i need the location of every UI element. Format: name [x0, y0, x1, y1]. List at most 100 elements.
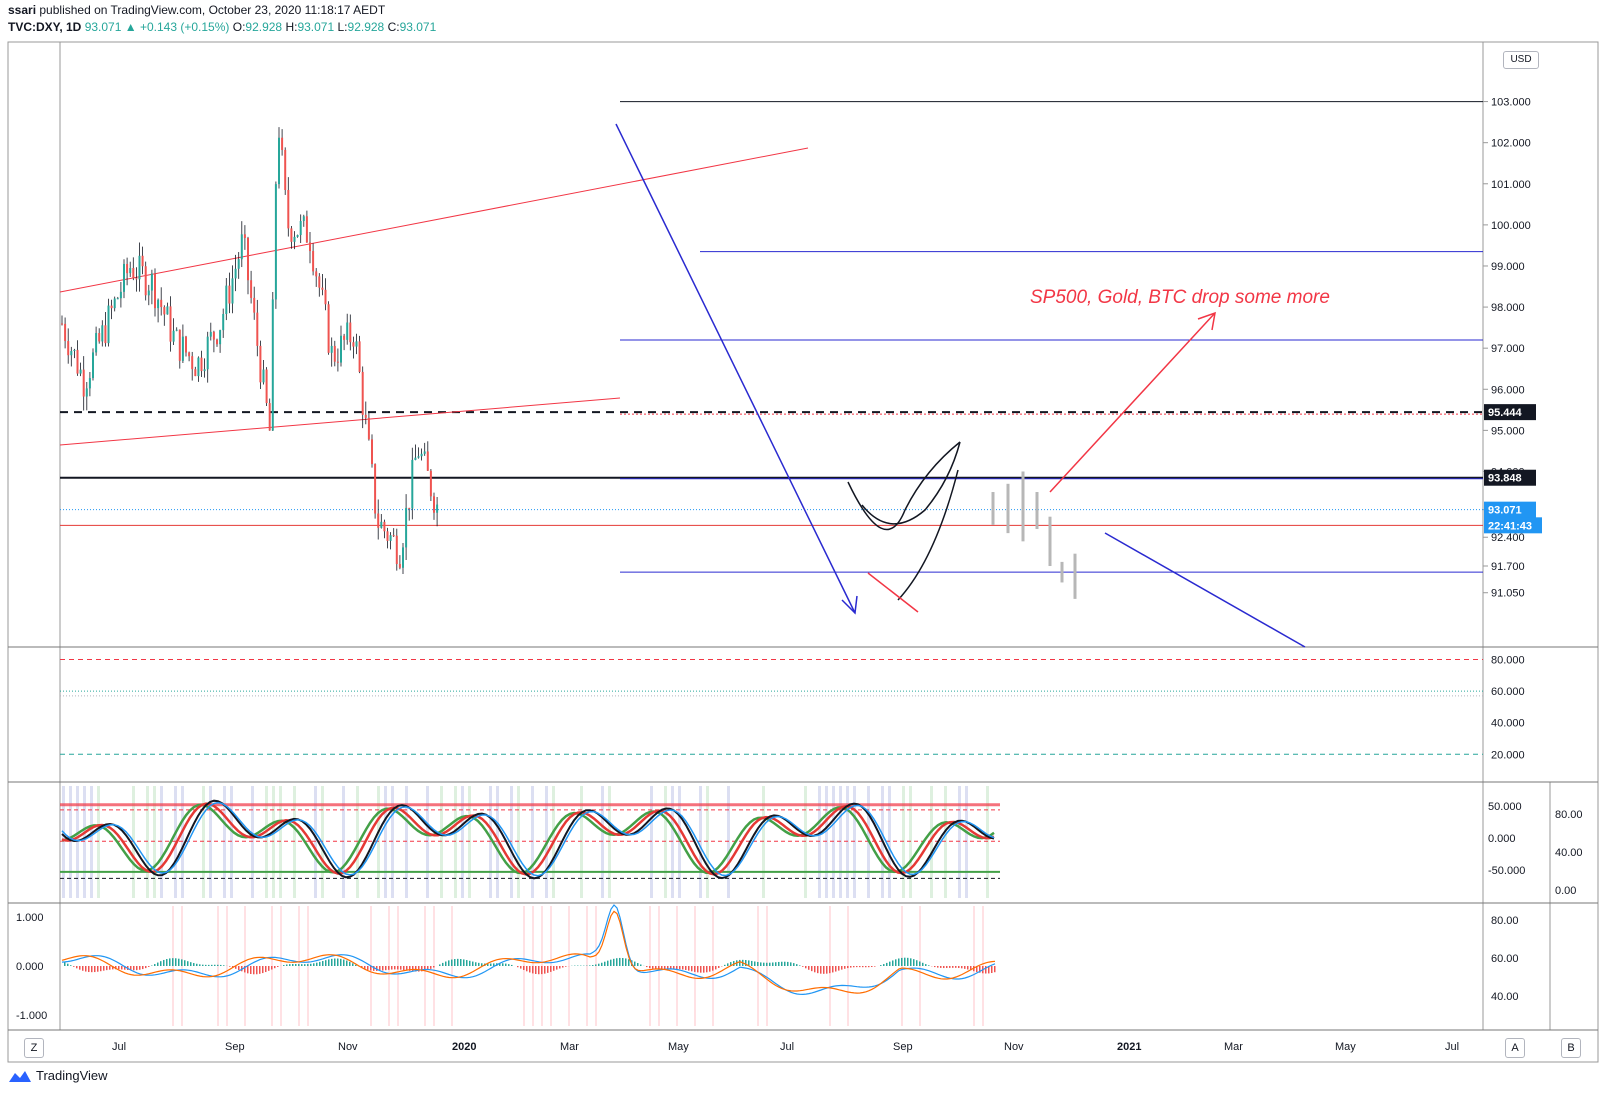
cup-middle-curve [861, 441, 961, 525]
publisher-name[interactable]: ssari [8, 3, 37, 17]
projected-bar [991, 492, 995, 525]
macd-hist-bar [649, 966, 651, 969]
macd-hist-bar [292, 963, 294, 966]
macd-hist-bar [145, 966, 147, 969]
currency-button[interactable]: USD [1503, 51, 1539, 69]
stoch-bg-stripe [608, 786, 611, 898]
time-axis[interactable]: Jul Sep Nov 2020 Mar May Jul Sep Nov 2021 Mar May Ju… [112, 1041, 1459, 1053]
macd-hist-bar [193, 963, 195, 966]
macd-hist-bar [901, 957, 903, 966]
candle-body [284, 149, 287, 190]
annotation-text[interactable]: SP500, Gold, BTC drop some more [1030, 287, 1330, 308]
symbol-label[interactable]: TVC:DXY, 1D [8, 20, 82, 34]
macd-hist-bar [190, 962, 192, 966]
macd-hist-bar [691, 966, 693, 972]
candle-body [178, 329, 181, 361]
price-tick-label: 95.000 [1491, 425, 1525, 437]
macd-hist-bar [622, 958, 624, 966]
macd-hist-bar [217, 964, 219, 966]
macd-hist-bar [376, 966, 378, 971]
macd-hist-bar [229, 966, 231, 967]
macd-hist-bar [967, 966, 969, 970]
price-pane[interactable]: SP500, Gold, BTC drop some more 91.050 91… [59, 97, 1542, 648]
macd-hist-bar [706, 966, 708, 973]
time-tick-label: Nov [1004, 1041, 1024, 1053]
time-tick-label: Mar [1224, 1041, 1243, 1053]
rsi-tick-label: 40.000 [1491, 718, 1525, 730]
macd-hist-bar [487, 963, 489, 966]
macd-hist-bar [394, 966, 396, 970]
macd-hist-bar [796, 964, 798, 966]
price-tick-label: 99.000 [1491, 261, 1525, 273]
macd-hist-bar [439, 964, 441, 966]
macd-hist-bar [748, 960, 750, 966]
macd-hist-bar [757, 961, 759, 966]
candle-body [225, 285, 228, 315]
macd-hist-bar [688, 966, 690, 971]
macd-pane[interactable]: 1.000 0.000 -1.000 80.00 60.00 40.00 [16, 904, 1519, 1026]
macd-hist-bar [898, 958, 900, 966]
macd-hist-bar [862, 966, 864, 968]
macd-hist-bar [385, 966, 387, 971]
macd-hist-bar [373, 966, 375, 971]
macd-hist-bar [121, 966, 123, 970]
macd-hist-bar [532, 966, 534, 974]
macd-hist-bar [541, 966, 543, 975]
candle-body [265, 369, 268, 404]
macd-tick-left: -1.000 [16, 1010, 47, 1022]
candle-body [290, 228, 293, 242]
scale-b-button[interactable]: B [1561, 1038, 1581, 1058]
candle-body [185, 336, 187, 353]
projection-line-blue [1104, 532, 1306, 648]
stochastic-pane[interactable]: 50.000 0.000 -50.000 80.00 40.00 0.00 [60, 786, 1583, 898]
candle-body [138, 255, 141, 280]
candle-body [79, 369, 82, 374]
macd-hist-bar [379, 966, 381, 971]
candle-body [228, 285, 231, 304]
macd-tick-right: 40.00 [1491, 991, 1519, 1003]
close-value: 93.071 [399, 20, 437, 34]
macd-hist-bar [565, 966, 567, 967]
projected-bar [1006, 483, 1010, 534]
macd-hist-bar [370, 966, 372, 971]
candle-body [315, 271, 318, 277]
scale-a-button[interactable]: A [1505, 1038, 1525, 1058]
stoch-bg-stripe [678, 786, 681, 898]
macd-hist-bar [457, 958, 459, 966]
macd-hist-bar [184, 960, 186, 966]
macd-hist-bar [325, 960, 327, 966]
macd-hist-bar [328, 959, 330, 966]
candle-body [154, 273, 156, 309]
macd-hist-bar [322, 961, 324, 966]
footer-brand[interactable]: TradingView [8, 1068, 108, 1083]
macd-hist-bar [739, 959, 741, 966]
macd-hist-bar [169, 958, 171, 966]
macd-hist-bar [460, 959, 462, 966]
macd-hist-bar [652, 966, 654, 969]
rsi-pane[interactable]: 20.000 40.000 60.000 80.000 [60, 654, 1525, 761]
scale-z-button[interactable]: Z [24, 1038, 44, 1058]
macd-hist-bar [979, 966, 981, 973]
macd-hist-bar [733, 961, 735, 966]
stoch-line-red [61, 802, 995, 876]
candle-body [408, 507, 411, 509]
candle-body [411, 459, 414, 509]
candle-body [95, 333, 98, 353]
macd-hist-bar [559, 966, 561, 969]
macd-hist-bar [634, 961, 636, 966]
macd-hist-bar [799, 965, 801, 966]
macd-hist-bar [883, 964, 885, 966]
macd-hist-bar [391, 966, 393, 970]
macd-hist-bar [91, 966, 93, 973]
price-tick-label: 92.400 [1491, 532, 1525, 544]
candle-body [144, 266, 147, 296]
macd-hist-bar [508, 964, 510, 966]
stoch-bg-stripe [888, 786, 891, 898]
stoch-bg-stripe [762, 786, 765, 898]
stoch-tick-right: 80.00 [1555, 809, 1583, 821]
macd-hist-bar [598, 963, 600, 966]
stoch-bg-stripe [580, 786, 583, 898]
macd-hist-bar [442, 962, 444, 966]
macd-tick-left: 1.000 [16, 912, 44, 924]
